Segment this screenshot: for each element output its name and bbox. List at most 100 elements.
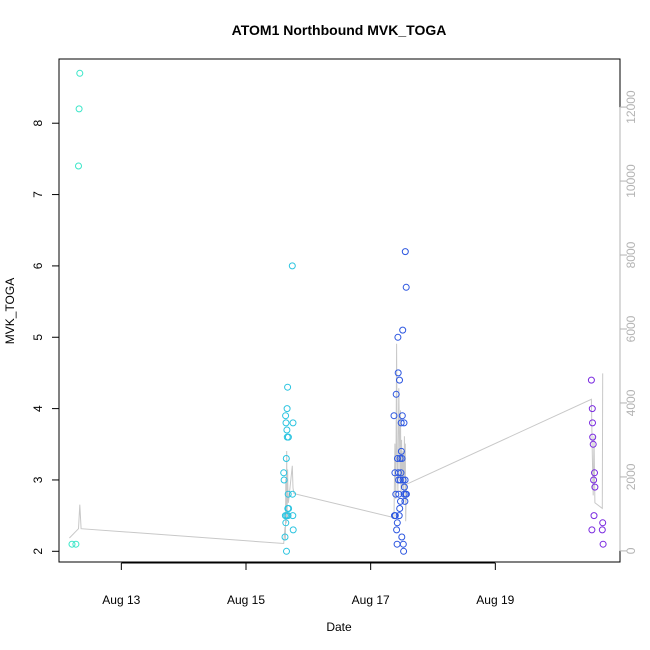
data-point (393, 540, 401, 548)
data-point (589, 433, 597, 441)
data-point (390, 412, 398, 420)
data-point (398, 412, 406, 420)
y2-tick-label: 8000 (624, 241, 638, 268)
y-tick-label: 4 (31, 405, 45, 412)
data-point (401, 497, 409, 505)
data-point (396, 476, 404, 484)
data-point (398, 455, 406, 462)
data-point (394, 333, 402, 341)
data-point (289, 419, 297, 427)
data-point (599, 540, 607, 548)
data-point (398, 533, 406, 541)
data-point (393, 526, 401, 534)
data-point (72, 540, 80, 548)
x-tick-label: Aug 19 (476, 593, 514, 607)
data-point (281, 533, 289, 541)
x-axis-label: Date (326, 620, 352, 634)
data-point (284, 512, 292, 520)
data-point (284, 383, 292, 391)
data-point (589, 419, 596, 427)
data-point (280, 476, 288, 484)
data-point (289, 490, 296, 498)
data-point (288, 262, 296, 270)
data-point (399, 540, 407, 548)
data-point (396, 376, 403, 384)
data-point (75, 105, 83, 113)
data-point (282, 519, 290, 527)
secondary-line-layer (69, 343, 604, 545)
x-axis: Aug 13 Aug 15 Aug 17 Aug 19 (102, 562, 515, 607)
data-point (396, 505, 404, 512)
data-point (392, 390, 400, 398)
data-point (588, 526, 596, 534)
y-tick-label: 8 (31, 120, 45, 127)
y-tick-label: 7 (31, 191, 45, 198)
data-point (590, 512, 598, 520)
data-point (283, 405, 291, 413)
data-point (400, 483, 408, 491)
plot-frame (58, 58, 621, 563)
data-point (282, 419, 290, 427)
data-point (68, 540, 76, 548)
data-point (587, 376, 595, 384)
data-point (399, 326, 407, 334)
x-tick-label: Aug 13 (102, 593, 140, 607)
y2-tick-label: 12000 (624, 90, 638, 124)
y-axis-right: 0 2000 4000 6000 8000 10000 12000 (619, 90, 638, 554)
data-point (285, 505, 293, 512)
data-point (284, 433, 292, 441)
data-point (589, 440, 597, 448)
data-point (395, 490, 403, 498)
y-axis-label: MVK_TOGA (3, 278, 17, 344)
data-point (283, 426, 291, 434)
data-point (395, 512, 403, 520)
y2-tick-label: 2000 (624, 463, 638, 490)
y-axis-left: 2 3 4 5 6 7 8 (31, 120, 60, 555)
data-point (75, 162, 82, 170)
data-point (397, 419, 405, 427)
points-layer (68, 69, 607, 555)
data-point (283, 547, 290, 555)
y2-tick-label: 10000 (624, 164, 638, 198)
y-tick-label: 3 (31, 476, 45, 483)
y2-tick-label: 0 (624, 547, 638, 554)
data-point (598, 526, 606, 534)
data-point (599, 519, 607, 527)
data-point (397, 447, 405, 455)
data-point (402, 283, 410, 291)
data-point (282, 455, 290, 462)
data-point (402, 490, 410, 498)
data-point (397, 469, 405, 477)
data-point (401, 248, 409, 256)
data-point (588, 405, 596, 413)
data-point (399, 476, 407, 484)
y2-tick-label: 6000 (624, 315, 638, 342)
data-point (396, 455, 404, 462)
y-tick-label: 5 (31, 334, 45, 341)
y2-tick-label: 4000 (624, 389, 638, 416)
data-point (289, 526, 297, 534)
y-tick-label: 2 (31, 548, 45, 555)
data-point (394, 455, 401, 462)
data-point (393, 519, 401, 527)
data-point (282, 412, 290, 420)
data-point (400, 419, 408, 427)
secondary-series-line (69, 343, 604, 545)
x-tick-label: Aug 15 (227, 593, 265, 607)
data-point (397, 497, 404, 505)
data-point (591, 483, 599, 491)
x-tick-label: Aug 17 (352, 593, 390, 607)
data-point (400, 547, 408, 555)
data-point (401, 476, 409, 484)
data-point (280, 469, 288, 477)
data-point (394, 469, 402, 477)
data-point (284, 490, 292, 498)
data-point (392, 490, 400, 498)
data-point (391, 512, 399, 520)
data-point (394, 369, 402, 377)
data-point (76, 69, 84, 77)
y-tick-label: 6 (31, 262, 45, 269)
data-point (590, 476, 598, 484)
data-point (289, 512, 297, 520)
